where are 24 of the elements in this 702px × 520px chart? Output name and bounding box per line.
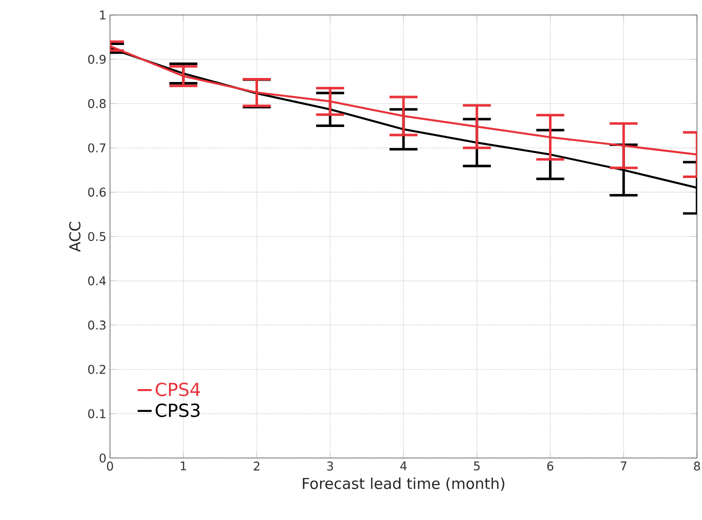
x-tick-label: 6 — [547, 462, 554, 471]
y-tick-label: 0.6 — [88, 188, 106, 197]
y-tick-label: 0 — [100, 453, 106, 463]
x-tick-label: 3 — [327, 462, 333, 471]
y-tick-label: 0.7 — [88, 143, 106, 152]
y-tick-label: 1 — [100, 10, 106, 20]
y-tick-label: 0.4 — [88, 276, 106, 286]
x-tick-label: 0 — [106, 462, 114, 471]
y-tick-label: 0.9 — [88, 54, 106, 64]
x-tick-label: 2 — [254, 462, 260, 470]
y-axis-title: ACC — [69, 222, 81, 252]
legend-label: CPS4 — [156, 382, 200, 396]
x-tick-label: 5 — [474, 462, 480, 470]
y-tick-label: 0.8 — [88, 99, 106, 108]
x-tick-label: 7 — [620, 462, 626, 470]
x-axis-title: Forecast lead time (month) — [302, 477, 504, 491]
y-tick-label: 0.5 — [88, 232, 106, 242]
y-tick-label: 0.2 — [88, 364, 106, 374]
x-tick-label: 1 — [180, 462, 186, 470]
x-tick-label: 8 — [694, 462, 700, 471]
x-tick-label: 4 — [400, 462, 407, 470]
legend-label: CPS3 — [156, 403, 200, 418]
y-tick-label: 0.3 — [88, 320, 106, 330]
y-tick-label: 0.1 — [88, 409, 106, 418]
